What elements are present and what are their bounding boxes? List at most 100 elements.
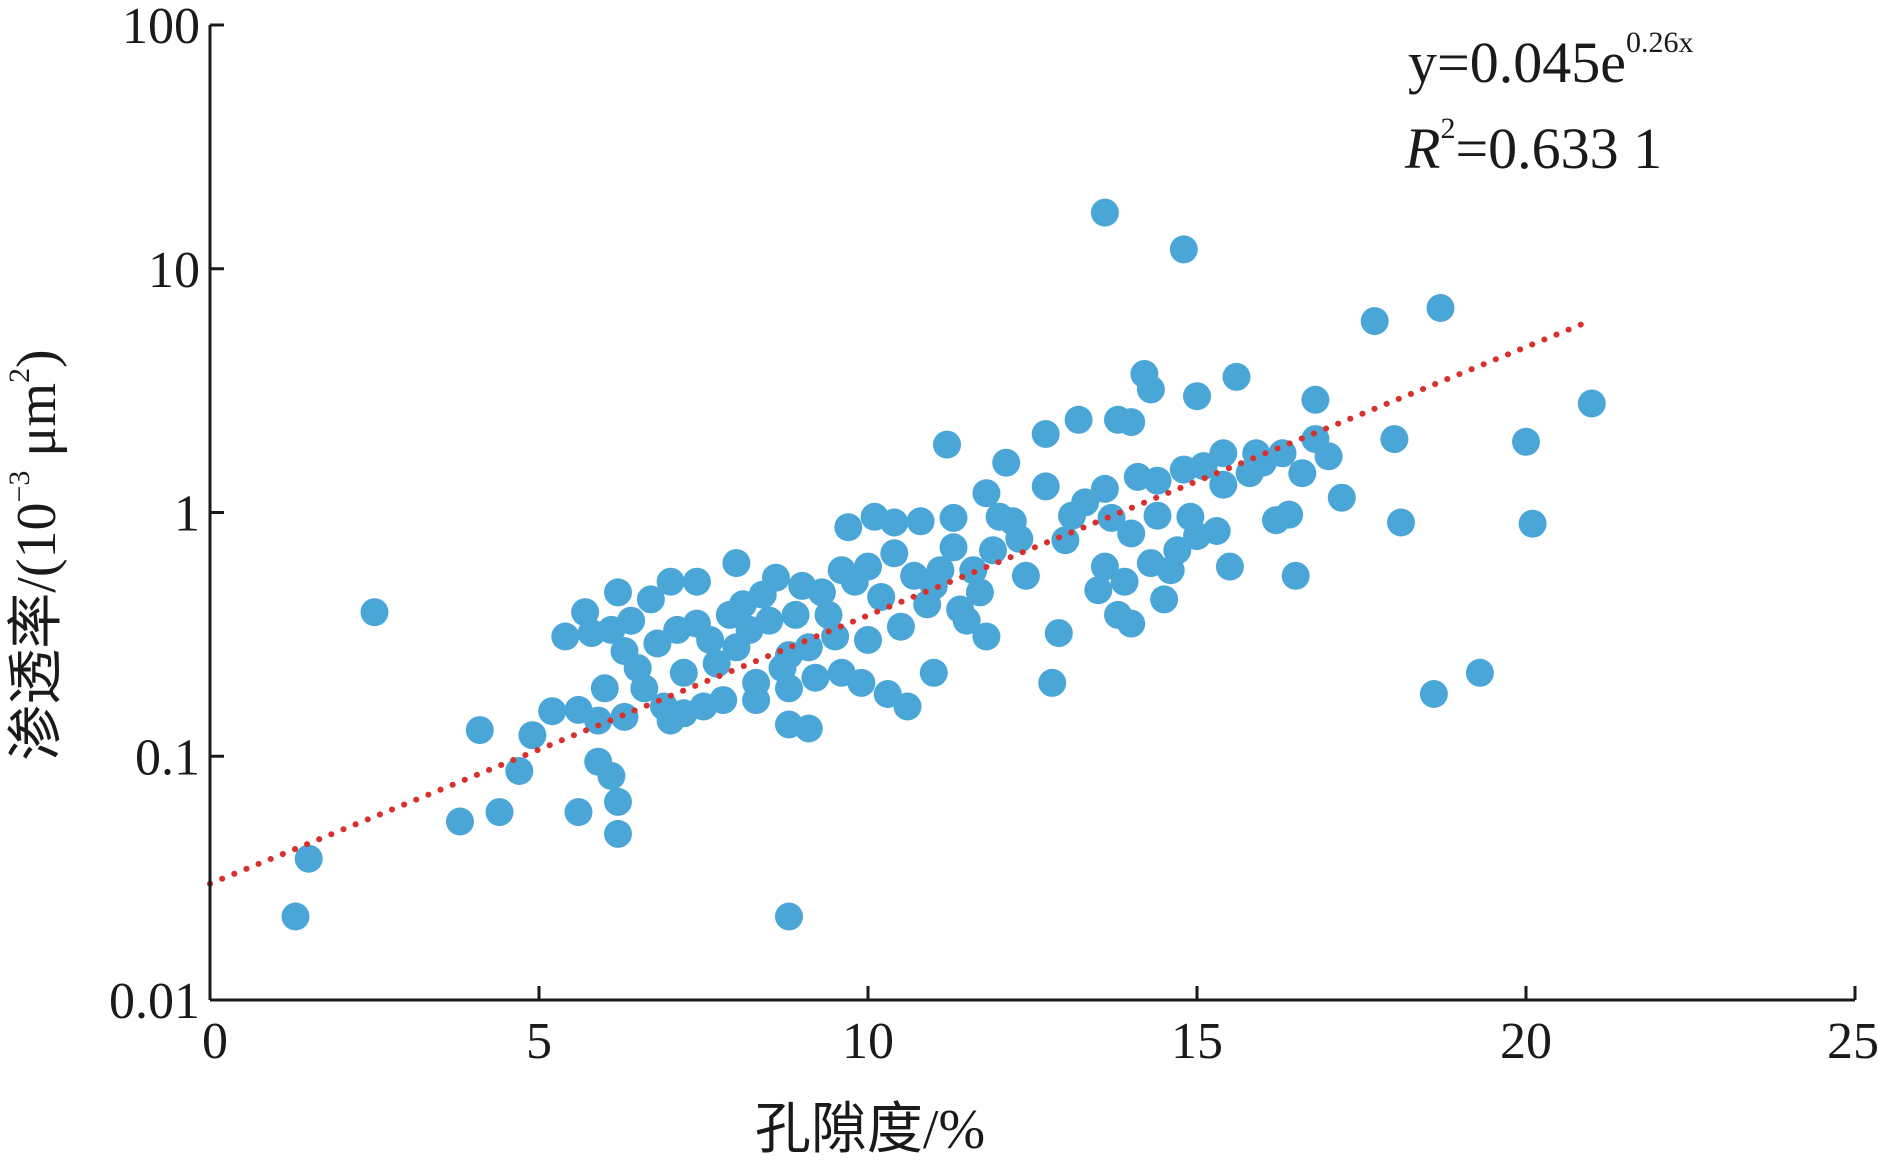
data-point-110 [1090,198,1119,227]
data-point-154 [1426,294,1455,322]
y-tick-label: 100 [122,0,200,55]
x-axis-ticks: 0 5 10 15 20 25 [202,986,1879,1070]
data-point-15 [584,706,613,735]
data-point-17 [597,762,626,790]
data-point-2 [360,598,389,627]
data-point-82 [919,658,948,687]
r2-symbol: R [1404,116,1440,181]
data-point-40 [709,686,738,715]
data-point-156 [1512,427,1540,456]
equation-label: y=0.045e0.26x [1408,26,1693,95]
data-point-135 [1209,439,1238,468]
data-point-3 [446,807,474,836]
data-point-8 [538,697,567,726]
data-point-127 [1169,235,1198,264]
data-point-6 [505,757,534,785]
data-point-11 [564,798,593,827]
data-point-158 [1577,389,1606,418]
data-point-95 [992,448,1021,477]
data-point-91 [972,479,1001,508]
data-point-98 [1011,561,1040,590]
data-point-116 [1117,408,1146,437]
x-tick-label: 20 [1500,1013,1552,1070]
data-point-146 [1301,385,1330,414]
y-tick-label: 0.1 [135,729,200,786]
data-point-16 [590,674,619,703]
data-point-130 [1183,382,1211,411]
data-point-55 [775,902,803,931]
data-point-124 [1150,585,1179,614]
data-point-93 [979,536,1007,565]
data-point-49 [755,606,784,635]
data-point-53 [775,674,803,703]
data-points [281,198,1606,931]
data-point-26 [630,674,659,703]
data-point-24 [617,606,646,635]
data-point-47 [742,686,771,715]
r2-exponent: 2 [1440,112,1455,145]
data-point-86 [939,533,968,562]
data-point-145 [1288,459,1317,488]
data-point-28 [643,629,672,658]
data-point-35 [682,567,711,596]
data-point-42 [722,549,751,578]
data-point-152 [1387,508,1415,537]
data-point-30 [656,567,685,596]
data-point-97 [1005,524,1034,553]
equation-base: y=0.045e [1408,30,1626,95]
data-point-70 [854,626,882,654]
x-tick-label: 10 [842,1013,894,1070]
data-point-155 [1465,658,1494,687]
data-point-61 [807,578,836,607]
data-point-20 [604,787,632,816]
data-point-63 [821,622,850,651]
y-axis-title-main: 渗透率/(10 [6,502,68,760]
data-point-109 [1090,474,1119,503]
data-point-137 [1222,362,1251,391]
x-tick-label: 15 [1171,1013,1223,1070]
r2-value: =0.633 1 [1455,116,1662,181]
y-tick-label: 10 [148,242,200,299]
trend-layer [207,319,1589,887]
data-point-79 [906,507,935,536]
data-point-77 [893,692,922,721]
data-point-99 [1031,420,1060,448]
data-point-58 [794,714,823,743]
data-point-66 [834,513,863,542]
data-point-105 [1064,405,1093,434]
data-point-9 [551,622,580,651]
data-point-38 [696,626,725,654]
data-point-100 [1031,472,1060,501]
y-axis-title-close: ) [6,349,68,368]
data-point-90 [965,578,994,607]
data-point-108 [1090,552,1119,581]
data-point-122 [1143,466,1172,495]
data-point-92 [972,622,1001,651]
data-point-60 [801,663,830,692]
data-point-114 [1110,567,1139,596]
data-point-144 [1281,561,1310,590]
y-axis-ticks: 0.01 0.1 1 10 100 [109,0,224,1030]
data-point-85 [939,503,968,532]
data-point-62 [814,600,843,629]
y-axis-title-unit-exp: 2 [3,368,36,383]
data-point-133 [1202,517,1231,545]
x-tick-label: 5 [526,1013,552,1070]
data-point-157 [1518,509,1547,538]
data-point-102 [1044,619,1073,648]
data-point-21 [604,578,632,607]
data-point-1 [294,844,323,873]
data-point-19 [604,819,632,848]
data-point-39 [702,649,731,678]
data-point-126 [1163,536,1192,565]
data-point-103 [1051,526,1080,555]
y-tick-label: 1 [174,486,200,543]
data-point-88 [952,606,981,635]
data-point-50 [761,563,790,592]
data-point-153 [1419,680,1448,708]
data-point-27 [636,585,665,614]
x-axis-title: 孔隙度/% [755,1099,985,1161]
y-tick-label: 0.01 [109,973,200,1030]
data-point-69 [854,552,882,581]
data-point-4 [465,716,494,745]
